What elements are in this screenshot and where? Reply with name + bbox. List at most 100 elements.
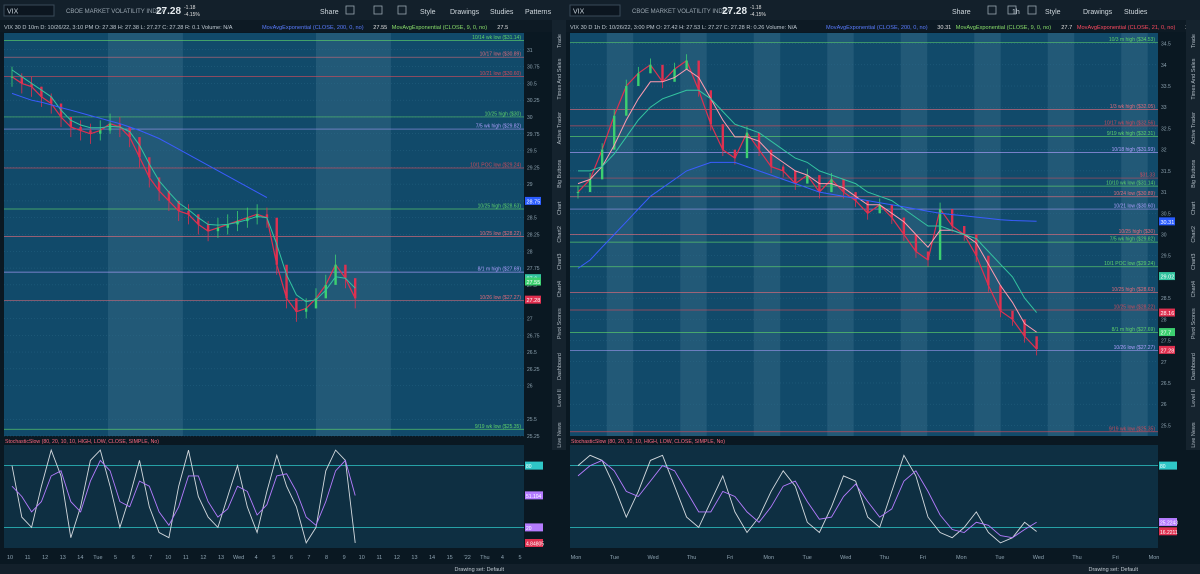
candle-body <box>637 73 640 87</box>
toolbar-button-share[interactable]: Share <box>952 9 971 16</box>
y-tick-label: 27 <box>527 316 533 322</box>
side-tab-times-and-sales[interactable]: Times And Sales <box>1191 58 1197 99</box>
settings-icon[interactable] <box>1007 5 1017 15</box>
x-tick-label: 9 <box>343 555 346 561</box>
y-tick-label: 30 <box>1161 233 1167 239</box>
maximize-icon[interactable] <box>345 5 355 15</box>
candle-body <box>576 192 580 194</box>
candle-body <box>157 177 161 191</box>
settings-icon[interactable] <box>373 5 383 15</box>
x-tick-label: Wed <box>233 555 244 561</box>
side-tab-chart[interactable]: Chart <box>557 201 563 215</box>
side-tab-dashboard[interactable]: Dashboard <box>557 353 563 380</box>
series-line-4 <box>577 161 1037 269</box>
side-tab-times-and-sales[interactable]: Times And Sales <box>557 58 563 99</box>
level-label: 10/25 low ($28.22) <box>1114 305 1156 311</box>
y-tick-label: 28.25 <box>527 233 540 239</box>
candle-body <box>600 149 604 180</box>
side-tab-active-trader[interactable]: Active Trader <box>1191 112 1197 145</box>
toolbar-button-studies[interactable]: Studies <box>1124 9 1148 16</box>
y-tick-label: 25.5 <box>1161 423 1171 429</box>
y-tick-label: 29.5 <box>527 149 537 155</box>
symbol-input[interactable] <box>569 4 621 17</box>
candle-body <box>769 149 773 167</box>
toolbar-button-studies[interactable]: Studies <box>490 9 514 16</box>
candle-body <box>197 214 200 225</box>
level-label: 7/5 wk high ($29.82) <box>1110 237 1156 243</box>
y-tick-label: 29 <box>527 182 533 188</box>
symbol-value[interactable]: VIX <box>7 9 19 16</box>
side-tab-big-buttons[interactable]: Big Buttons <box>557 159 563 187</box>
side-tab-chart3[interactable]: Chart3 <box>557 254 563 271</box>
side-tab-level-ii[interactable]: Level II <box>557 389 563 407</box>
drawing-set-label[interactable]: Drawing set: Default <box>454 567 504 573</box>
toolbar-button-share[interactable]: Share <box>320 9 339 16</box>
side-tab-chart2[interactable]: Chart2 <box>557 226 563 243</box>
side-tab-trade[interactable]: Trade <box>557 34 563 48</box>
level-label: 8/1 m high ($27.69) <box>478 267 522 273</box>
study-label-4: 27.5 <box>497 25 508 31</box>
side-tab-live-news[interactable]: Live News <box>557 422 563 448</box>
toolbar-button-style[interactable]: Style <box>1045 9 1061 16</box>
candle-body <box>721 124 725 150</box>
chart-icon[interactable] <box>397 5 407 15</box>
side-tab-chart[interactable]: Chart <box>1191 201 1197 215</box>
candle-body <box>999 285 1002 311</box>
x-tick-label: Mon <box>1149 555 1160 561</box>
side-tab-level-ii[interactable]: Level II <box>1191 389 1197 407</box>
x-tick-label: Tue <box>995 555 1004 561</box>
candle-body <box>661 64 664 82</box>
side-tab-dashboard[interactable]: Dashboard <box>1191 353 1197 380</box>
maximize-icon[interactable] <box>987 5 997 15</box>
level-label: 10/17 wk high ($32.56) <box>1104 120 1155 126</box>
toolbar-button-patterns[interactable]: Patterns <box>525 9 552 16</box>
candle-body <box>806 175 809 184</box>
study-label-2: 30.31 <box>937 25 951 31</box>
level-label: 9/19 wk low ($25.35) <box>1109 426 1155 432</box>
side-tab-trade[interactable]: Trade <box>1191 34 1197 48</box>
chart-header <box>0 20 596 32</box>
candle-body <box>649 64 652 74</box>
y-tick-label: 26.75 <box>527 333 540 339</box>
side-tab-chart2[interactable]: Chart2 <box>1191 226 1197 243</box>
toolbar-button-drawings[interactable]: Drawings <box>450 9 480 16</box>
series-line-1 <box>11 76 356 313</box>
side-tab-active-trader[interactable]: Active Trader <box>557 112 563 145</box>
study-label-5: MovAvgExponential (CLOSE, 21, 0, no) <box>1077 25 1176 31</box>
level-label: 10/3 m high ($34.53) <box>1109 37 1155 43</box>
candle-body <box>89 130 92 134</box>
candle-body <box>50 96 53 104</box>
oscillator-d-line <box>577 459 1037 539</box>
y-tick-label: 29.25 <box>527 165 540 171</box>
symbol-input[interactable] <box>3 4 55 17</box>
level-label: 10/26 low ($27.27) <box>1114 345 1156 351</box>
side-tab-pivot-scores[interactable]: Pivot Scores <box>557 308 563 339</box>
oscillator-flag-label: 80 <box>526 464 532 470</box>
candle-body <box>1035 336 1038 350</box>
toolbar-button-style[interactable]: Style <box>420 9 436 16</box>
symbol-value[interactable]: VIX <box>573 9 585 16</box>
price-flag <box>1159 217 1175 226</box>
side-tab-big-buttons[interactable]: Big Buttons <box>1191 159 1197 187</box>
y-tick-label: 27.5 <box>1161 339 1171 345</box>
last-price: 27.28 <box>722 6 747 17</box>
drawing-set-label[interactable]: Drawing set: Default <box>1088 567 1138 573</box>
candle-body <box>206 224 210 232</box>
side-tab-chart3[interactable]: Chart3 <box>1191 254 1197 271</box>
chart-header-info: VIX 30 D 10m D: 10/26/22, 3:10 PM O: 27.… <box>4 25 233 31</box>
oscillator-plot-area <box>4 445 524 548</box>
side-tab-chart4[interactable]: Chart4 <box>557 281 563 298</box>
side-tab-pivot-scores[interactable]: Pivot Scores <box>1191 308 1197 339</box>
candle-body <box>177 200 180 211</box>
x-tick-label: 4 <box>255 555 258 561</box>
side-tab-chart4[interactable]: Chart4 <box>1191 281 1197 298</box>
side-tab-live-news[interactable]: Live News <box>1191 422 1197 448</box>
candle-body <box>685 60 688 70</box>
x-tick-label: Fri <box>1112 555 1118 561</box>
candle-body <box>20 76 24 84</box>
chart-icon[interactable] <box>1027 5 1037 15</box>
study-label-2: 27.55 <box>373 25 387 31</box>
candle-body <box>613 115 616 150</box>
toolbar-button-drawings[interactable]: Drawings <box>1083 9 1113 16</box>
